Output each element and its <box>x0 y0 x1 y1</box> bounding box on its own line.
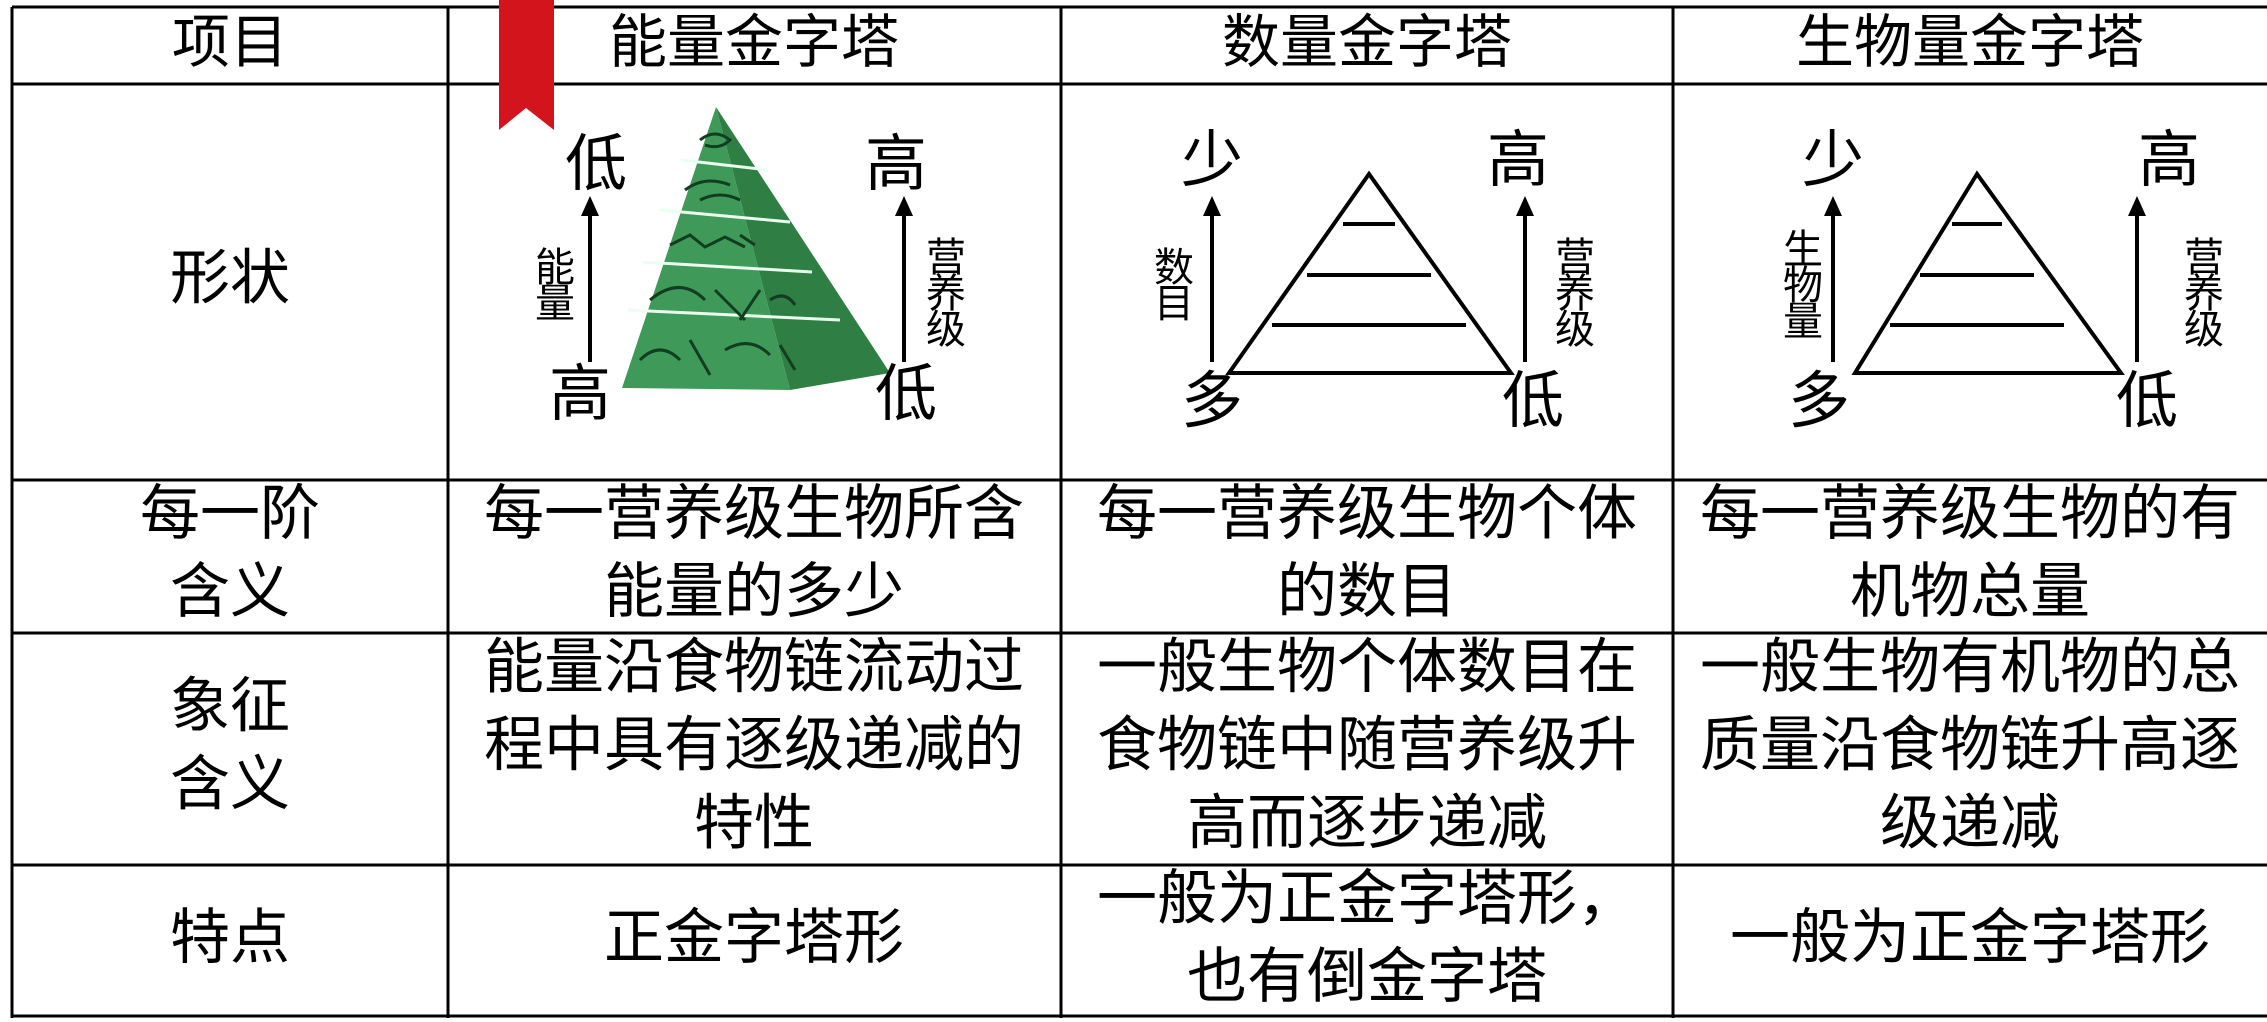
diagram-label: 高 <box>549 357 611 430</box>
row-label: 含义 <box>170 750 290 820</box>
table-grid <box>10 5 2267 1018</box>
table-cell: 能量沿食物链流动过 <box>484 633 1024 703</box>
biomass-pyramid <box>1851 170 2125 375</box>
table-cell: 一般生物有机物的总 <box>1700 633 2240 703</box>
diagram-label: 高 <box>2138 123 2200 196</box>
row-label: 每一阶 <box>140 479 320 549</box>
header-cell: 能量金字塔 <box>609 8 899 76</box>
header-cell: 生物量金字塔 <box>1796 8 2144 76</box>
axis-label: 营养级 <box>919 236 965 347</box>
table-cell: 高而逐步递减 <box>1187 789 1547 859</box>
energy-pyramid <box>622 107 890 390</box>
table-cell: 食物链中随营养级升 <box>1097 711 1637 781</box>
table-cell: 每一营养级生物的有 <box>1700 479 2240 549</box>
arrow-head <box>1203 196 1221 216</box>
diagram-label: 少 <box>1802 123 1864 196</box>
table-cell: 每一营养级生物所含 <box>484 479 1024 549</box>
row-label: 特点 <box>170 903 290 973</box>
axis-label: 营养级 <box>1548 236 1594 347</box>
arrow-head <box>1516 196 1534 216</box>
arrow-head <box>895 196 913 216</box>
table-cell: 每一营养级生物个体 <box>1097 479 1637 549</box>
axis-label: 数目 <box>1147 246 1193 321</box>
diagram-label: 多 <box>1181 364 1243 437</box>
arrow-head <box>2128 196 2146 216</box>
diagram-label: 低 <box>875 357 937 430</box>
diagram-label: 高 <box>865 127 927 200</box>
table-cell: 一般生物个体数目在 <box>1097 633 1637 703</box>
diagram-label: 高 <box>1487 123 1549 196</box>
table-cell: 一般为正金字塔形， <box>1097 864 1637 934</box>
table-cell: 能量的多少 <box>604 557 904 627</box>
axis-label: 生物量 <box>1776 228 1822 338</box>
header-cell: 项目 <box>172 8 288 76</box>
diagram-label: 低 <box>1502 364 1564 437</box>
diagram-label: 多 <box>1788 364 1850 437</box>
axis-label: 营养级 <box>2177 236 2223 347</box>
bookmark <box>499 0 554 130</box>
table-cell: 一般为正金字塔形 <box>1730 903 2210 973</box>
header-cell: 数量金字塔 <box>1222 8 1512 76</box>
table-cell: 正金字塔形 <box>604 903 904 973</box>
row-label: 形状 <box>170 244 290 314</box>
table-cell: 程中具有逐级递减的 <box>484 711 1024 781</box>
diagram-label: 低 <box>2116 364 2178 437</box>
row-label: 含义 <box>170 557 290 627</box>
table-cell: 的数目 <box>1277 557 1457 627</box>
arrow-head <box>581 196 599 216</box>
table-cell: 级递减 <box>1880 789 2060 859</box>
table-cell: 也有倒金字塔 <box>1187 942 1547 1012</box>
number-pyramid <box>1225 170 1515 375</box>
arrow-head <box>1824 196 1842 216</box>
table-cell: 特性 <box>694 789 814 859</box>
table-cell: 质量沿食物链升高逐 <box>1700 711 2240 781</box>
axis-label: 能量 <box>528 246 574 320</box>
diagram-label: 少 <box>1181 123 1243 196</box>
row-label: 象征 <box>170 672 290 742</box>
table-cell: 机物总量 <box>1850 557 2090 627</box>
diagram-label: 低 <box>565 127 627 200</box>
